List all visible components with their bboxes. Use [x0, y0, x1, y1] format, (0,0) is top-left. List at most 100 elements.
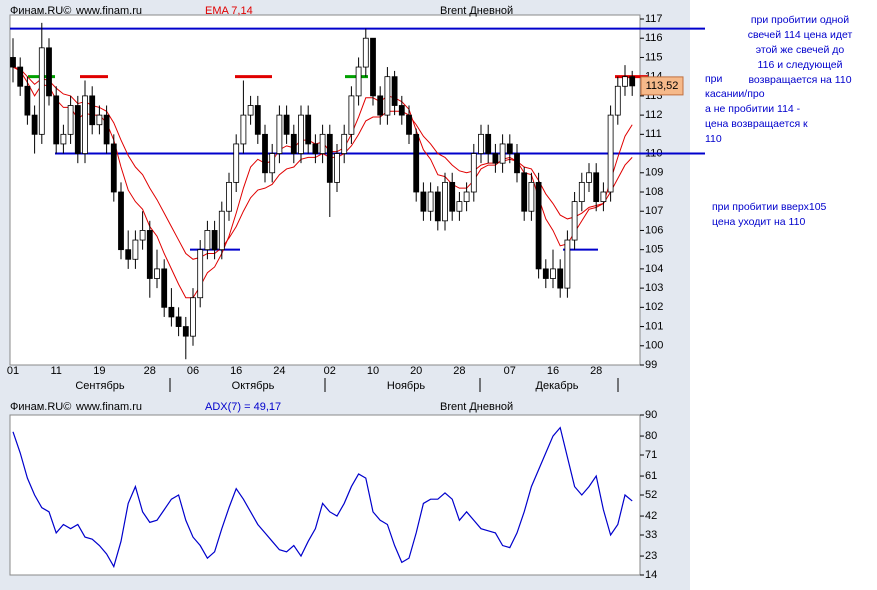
candle-body	[139, 230, 146, 241]
candle-body	[564, 239, 571, 289]
y-tick-label: 100	[645, 340, 663, 352]
candle-body	[82, 95, 88, 154]
y-tick-label: 33	[645, 529, 657, 541]
y-tick-label: 107	[645, 205, 663, 217]
candle-body	[46, 47, 52, 97]
y-tick-label: 103	[645, 282, 663, 294]
candle-body	[362, 37, 369, 68]
candle-body	[463, 191, 470, 203]
candle-body	[125, 249, 132, 260]
candle-body	[355, 66, 362, 97]
candle-body	[406, 114, 412, 135]
x-tick-label: 16	[230, 365, 242, 377]
annotation: свечей 114 цена идет	[748, 29, 853, 41]
candle-body	[190, 297, 196, 337]
candle-body	[276, 114, 283, 154]
price-plot-area	[9, 14, 641, 366]
y-tick-label: 111	[645, 128, 662, 140]
candle-body	[103, 114, 110, 145]
candle-body	[434, 191, 441, 222]
candle-body	[528, 181, 535, 212]
source: Финам.RU©	[10, 401, 71, 413]
candle-body	[17, 66, 24, 87]
adx-plot-area	[9, 414, 641, 576]
candle-body	[629, 76, 636, 87]
candle-body	[427, 191, 434, 212]
x-tick-label: 06	[187, 365, 199, 377]
candle-body	[168, 306, 175, 318]
y-tick-label: 71	[645, 449, 657, 461]
last-price-label: 113,52	[646, 80, 679, 92]
candle-body	[197, 249, 204, 299]
source: Финам.RU©	[10, 5, 71, 17]
annotation: при	[705, 73, 723, 85]
x-tick-label: 19	[93, 365, 105, 377]
candle-body	[67, 105, 74, 135]
candle-body	[593, 172, 600, 203]
candle-body	[341, 133, 348, 154]
x-tick-label: 01	[7, 365, 19, 377]
candle-body	[110, 143, 117, 193]
annotation: этой же свечей до	[756, 44, 845, 56]
candle-body	[254, 105, 261, 135]
y-tick-label: 106	[645, 224, 663, 236]
y-tick-label: 109	[645, 167, 663, 179]
y-tick-label: 14	[645, 569, 657, 581]
annotation: возвращается на 110	[748, 74, 851, 86]
y-tick-label: 104	[645, 263, 663, 275]
candle-body	[10, 57, 16, 68]
candle-body	[506, 143, 513, 154]
candle-body	[614, 85, 621, 116]
y-tick-label: 90	[645, 409, 657, 421]
candle-body	[420, 191, 427, 212]
x-tick-label: 02	[324, 365, 336, 377]
candle-body	[391, 76, 398, 106]
candle-body	[622, 76, 628, 87]
annotation: 116 и следующей	[758, 59, 843, 71]
candle-body	[600, 191, 607, 203]
y-tick-label: 102	[645, 301, 663, 313]
indicator-label: ADX(7) = 49,17	[205, 401, 281, 413]
x-tick-label: 28	[144, 365, 156, 377]
y-tick-label: 101	[645, 320, 663, 332]
candle-body	[334, 153, 340, 183]
candle-body	[413, 133, 420, 193]
candle-body	[571, 201, 578, 241]
y-tick-label: 105	[645, 244, 663, 256]
candle-body	[182, 326, 189, 337]
y-tick-label: 23	[645, 550, 657, 562]
annotation: касании/про	[705, 88, 765, 100]
candle-body	[348, 95, 355, 135]
candle-body	[456, 201, 463, 212]
candle-body	[550, 268, 556, 279]
candle-body	[211, 230, 218, 251]
candle-body	[161, 268, 168, 308]
candle-body	[53, 95, 60, 145]
chart-title: Brent Дневной	[440, 401, 513, 413]
candle-body	[146, 230, 153, 279]
candle-body	[38, 47, 45, 135]
candle-body	[499, 143, 506, 164]
candle-body	[175, 316, 182, 327]
annotation: а не пробитии 114 -	[705, 103, 801, 115]
x-tick-label: 07	[504, 365, 516, 377]
indicator-label: EMA 7,14	[205, 5, 253, 17]
x-tick-label: 10	[367, 365, 379, 377]
candle-body	[478, 133, 484, 154]
y-tick-label: 52	[645, 489, 657, 501]
annotation: цена уходит на 110	[712, 216, 805, 228]
candle-body	[60, 133, 67, 145]
candle-body	[204, 230, 211, 251]
y-tick-label: 108	[645, 186, 663, 198]
y-tick-label: 61	[645, 470, 657, 482]
candle-body	[384, 76, 391, 116]
candle-body	[118, 191, 124, 251]
candle-body	[449, 181, 456, 212]
month-label: Сентябрь	[75, 380, 125, 392]
y-tick-label: 42	[645, 510, 657, 522]
candle-body	[24, 85, 31, 116]
adx-line	[12, 426, 633, 569]
candle-body	[226, 181, 232, 212]
last-price-box	[640, 76, 684, 96]
